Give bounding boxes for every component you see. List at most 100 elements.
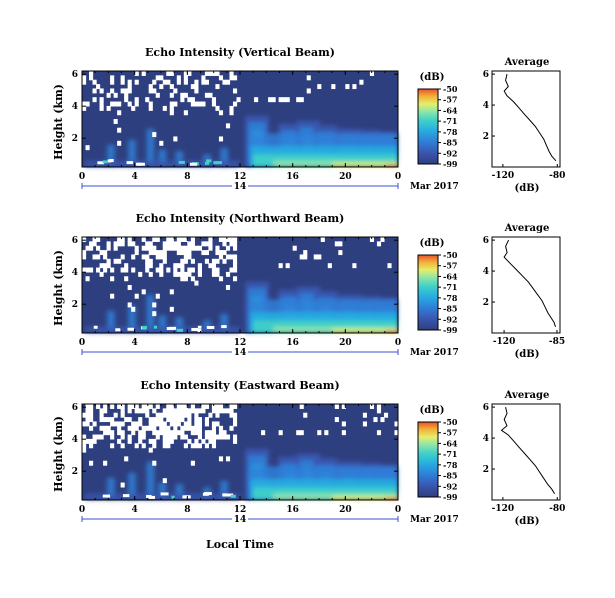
echo-cell bbox=[146, 128, 155, 167]
missing-cell bbox=[99, 271, 104, 277]
missing-cell bbox=[369, 404, 375, 409]
missing-cell bbox=[159, 75, 164, 81]
missing-cell bbox=[173, 417, 178, 423]
missing-cell bbox=[197, 271, 202, 277]
missing-cell bbox=[180, 271, 185, 277]
profile-plot: Average -120 -80 2 4 6 (dB) bbox=[483, 390, 566, 527]
surface-cell bbox=[206, 159, 212, 163]
missing-cell bbox=[334, 417, 339, 423]
missing-cell bbox=[169, 421, 174, 427]
missing-cell bbox=[117, 258, 122, 264]
missing-cell bbox=[138, 434, 143, 440]
missing-cell bbox=[225, 79, 231, 85]
missing-cell bbox=[211, 430, 217, 436]
missing-cell bbox=[138, 430, 143, 436]
missing-cell bbox=[204, 250, 209, 256]
missing-cell bbox=[187, 271, 192, 277]
missing-cell bbox=[120, 421, 125, 427]
missing-cell bbox=[152, 443, 157, 449]
missing-cell bbox=[166, 434, 171, 440]
missing-cell bbox=[89, 408, 94, 414]
colorbar-tick-label: -57 bbox=[443, 428, 457, 438]
missing-cell bbox=[148, 258, 153, 264]
missing-cell bbox=[134, 421, 139, 427]
missing-cell bbox=[173, 245, 178, 251]
missing-cell bbox=[106, 263, 111, 269]
missing-cell bbox=[82, 267, 87, 273]
missing-cell bbox=[169, 404, 174, 409]
missing-cell bbox=[106, 245, 111, 251]
missing-cell bbox=[362, 412, 367, 418]
missing-cell bbox=[232, 276, 238, 282]
missing-cell bbox=[127, 237, 132, 242]
missing-cell bbox=[138, 438, 143, 444]
missing-cell bbox=[141, 425, 146, 431]
surface-cell bbox=[122, 494, 130, 498]
missing-cell bbox=[110, 75, 115, 81]
missing-cell bbox=[229, 408, 234, 414]
missing-cell bbox=[183, 425, 188, 431]
missing-cell bbox=[183, 79, 188, 85]
surface-cell bbox=[213, 161, 219, 165]
missing-cell bbox=[124, 92, 129, 98]
missing-cell bbox=[166, 443, 171, 449]
missing-cell bbox=[166, 79, 171, 85]
missing-cell bbox=[201, 101, 206, 107]
missing-cell bbox=[211, 258, 217, 264]
missing-cell bbox=[278, 97, 283, 103]
missing-cell bbox=[215, 412, 220, 418]
missing-cell bbox=[99, 417, 104, 423]
missing-cell bbox=[103, 425, 108, 431]
missing-cell bbox=[173, 412, 178, 418]
panel-northward-beam: Echo Intensity (Northward Beam) Height (… bbox=[52, 212, 565, 360]
missing-cell bbox=[110, 434, 115, 440]
missing-cell bbox=[159, 425, 164, 431]
missing-cell bbox=[106, 105, 111, 111]
missing-cell bbox=[166, 430, 171, 436]
missing-cell bbox=[141, 254, 146, 260]
missing-cell bbox=[103, 404, 108, 409]
missing-cell bbox=[232, 421, 238, 427]
heatmap-area: 0 4 8 12 16 20 0 2 4 6 14 Mar 2017 bbox=[72, 403, 459, 525]
missing-cell bbox=[201, 250, 206, 256]
missing-cell bbox=[232, 404, 238, 409]
missing-cell bbox=[131, 404, 136, 409]
panel-vertical-beam: Echo Intensity (Vertical Beam) Height (k… bbox=[52, 46, 565, 194]
missing-cell bbox=[376, 241, 382, 247]
missing-cell bbox=[166, 412, 171, 418]
missing-cell bbox=[145, 241, 150, 247]
missing-cell bbox=[176, 408, 181, 414]
missing-cell bbox=[127, 101, 132, 107]
missing-cell bbox=[376, 404, 382, 409]
missing-cell bbox=[113, 92, 118, 98]
missing-cell bbox=[103, 254, 108, 260]
missing-cell bbox=[162, 421, 167, 427]
missing-cell bbox=[134, 79, 139, 85]
missing-cell bbox=[82, 250, 87, 256]
missing-cell bbox=[89, 245, 94, 251]
x-tick-label: 16 bbox=[286, 338, 299, 348]
missing-cell bbox=[190, 443, 195, 449]
y-tick-label: 4 bbox=[72, 102, 78, 112]
colorbar: (dB)-50-57-64-71-78-85-92-99 bbox=[417, 72, 458, 169]
missing-data bbox=[82, 71, 375, 151]
missing-cell bbox=[201, 75, 206, 81]
surface-cell bbox=[153, 325, 158, 329]
missing-cell bbox=[173, 267, 178, 273]
missing-cell bbox=[145, 267, 150, 273]
missing-cell bbox=[180, 245, 185, 251]
missing-cell bbox=[152, 438, 157, 444]
missing-cell bbox=[99, 434, 104, 440]
missing-cell bbox=[96, 434, 101, 440]
missing-cell bbox=[211, 438, 217, 444]
missing-cell bbox=[89, 241, 94, 247]
missing-cell bbox=[113, 101, 118, 107]
missing-cell bbox=[313, 254, 318, 260]
missing-cell bbox=[131, 425, 136, 431]
echo-plumes bbox=[84, 448, 398, 500]
missing-cell bbox=[148, 84, 153, 90]
surface-cell bbox=[160, 492, 169, 496]
colorbar-tick-label: -92 bbox=[443, 148, 457, 158]
missing-cell bbox=[376, 430, 382, 436]
missing-cell bbox=[282, 97, 287, 103]
